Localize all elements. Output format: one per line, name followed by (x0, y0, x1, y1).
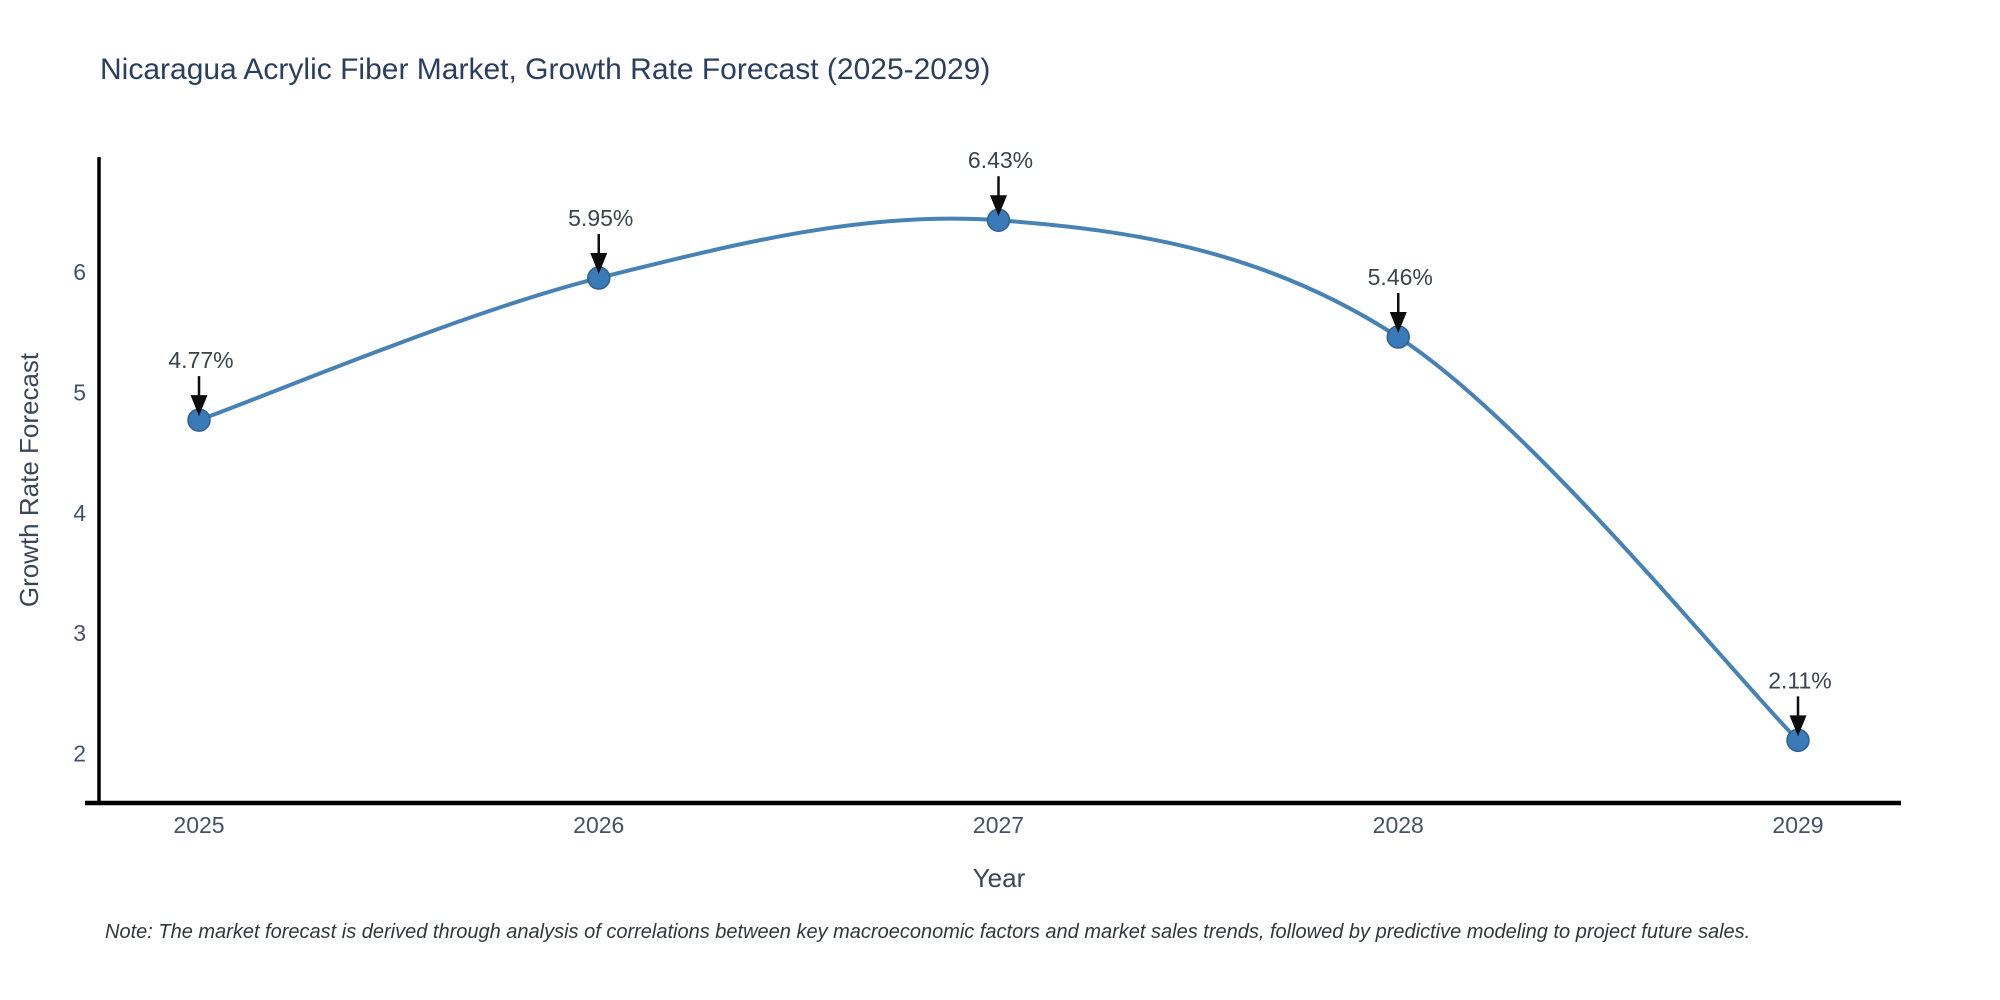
y-axis-title: Growth Rate Forecast (14, 352, 44, 607)
annotation-arrow-head (1389, 312, 1407, 334)
y-tick-label: 4 (73, 500, 86, 526)
x-axis-title: Year (973, 863, 1026, 893)
x-tick-label: 2027 (973, 812, 1024, 838)
annotation-arrow-head (990, 195, 1007, 217)
x-tick-label: 2025 (173, 812, 224, 838)
forecast-line-series (197, 216, 1800, 743)
y-tick-label: 6 (73, 259, 86, 285)
annotation-label: 4.77% (168, 347, 233, 373)
annotation-label: 2.11% (1768, 667, 1832, 693)
annotation-label: 6.43% (968, 147, 1033, 173)
y-axis-tick-labels: 2 3 4 5 6 (73, 259, 86, 767)
footnote: Note: The market forecast is derived thr… (105, 921, 1750, 943)
annotation-arrow-head (1789, 715, 1807, 737)
x-tick-label: 2028 (1373, 812, 1424, 838)
annotation-arrow-head (590, 253, 608, 275)
x-tick-label: 2026 (573, 812, 624, 838)
y-tick-label: 5 (73, 379, 86, 405)
annotation-label: 5.95% (568, 205, 633, 231)
forecast-line (197, 216, 1800, 743)
chart-title: Nicaragua Acrylic Fiber Market, Growth R… (100, 53, 990, 86)
annotation-arrow-head (190, 395, 208, 417)
x-axis-tick-labels: 2025 2026 2027 2028 2029 (173, 812, 1823, 838)
y-tick-label: 3 (73, 620, 86, 646)
annotation-label: 5.46% (1368, 264, 1433, 290)
x-tick-label: 2029 (1772, 812, 1823, 838)
y-tick-label: 2 (73, 741, 86, 767)
forecast-data-markers (187, 208, 1810, 753)
value-annotations: 4.77% 5.95% 6.43% 5.46% 2.11% (168, 147, 1832, 737)
